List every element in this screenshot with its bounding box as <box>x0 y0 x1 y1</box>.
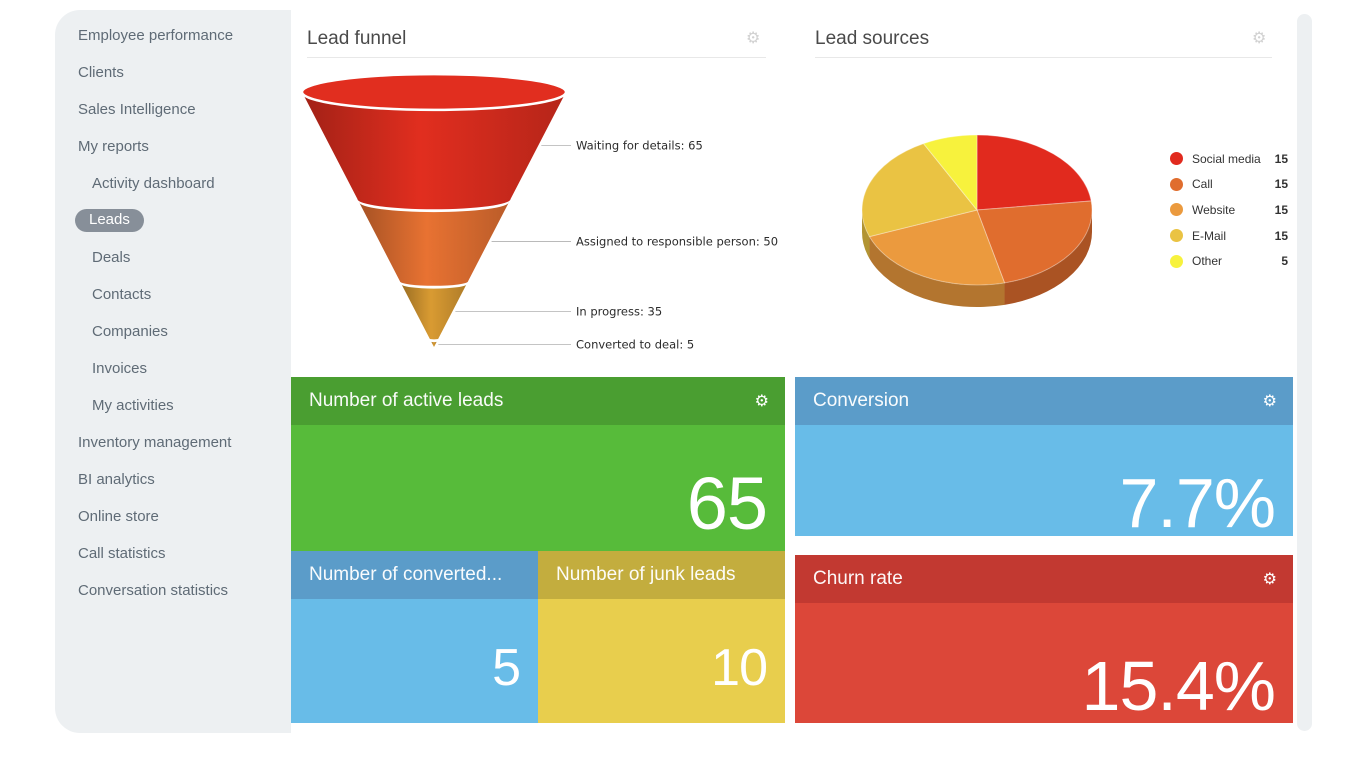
sidebar-item-deals[interactable]: Deals <box>92 249 131 266</box>
sidebar-item-my-activities[interactable]: My activities <box>92 397 174 414</box>
selected-pill: Leads <box>75 209 144 232</box>
legend-color-dot <box>1170 254 1183 268</box>
sidebar-item-inventory-management[interactable]: Inventory management <box>78 434 232 451</box>
tile-value: 10 <box>711 639 768 697</box>
sidebar-item-sales-intelligence[interactable]: Sales Intelligence <box>78 101 196 118</box>
tile-number-of-junk-leads: Number of junk leads 10 <box>538 551 785 723</box>
lead-sources-pie-chart <box>861 134 1093 307</box>
lead-sources-title: Lead sources <box>815 28 930 49</box>
legend-value: 5 <box>1281 254 1288 269</box>
sidebar-item-call-statistics[interactable]: Call statistics <box>78 545 166 562</box>
legend-value: 15 <box>1274 228 1288 243</box>
legend-color-dot <box>1170 177 1183 191</box>
gear-icon[interactable]: ⚙ <box>746 28 761 47</box>
legend-value: 15 <box>1274 177 1288 192</box>
svg-text:In progress: 35: In progress: 35 <box>576 304 662 318</box>
tile-value: 7.7% <box>1119 464 1276 536</box>
tile-conversion: Conversion ⚙ 7.7% <box>795 377 1293 536</box>
pie-legend: Social media 15 Call 15 Website 15 E-Mail 15 Oth… <box>1170 146 1288 274</box>
sidebar-item-leads[interactable]: Leads <box>55 202 291 239</box>
legend-item-call[interactable]: Call 15 <box>1170 172 1288 198</box>
legend-value: 15 <box>1274 151 1288 166</box>
svg-text:Converted to deal: 5: Converted to deal: 5 <box>576 337 694 351</box>
tile-title: Conversion <box>813 390 910 411</box>
sidebar-item-clients[interactable]: Clients <box>78 64 124 81</box>
legend-value: 15 <box>1274 202 1288 217</box>
legend-item-website[interactable]: Website 15 <box>1170 197 1288 223</box>
sidebar-item-conversation-statistics[interactable]: Conversation statistics <box>78 582 229 599</box>
tile-body: 7.7% <box>795 425 1293 536</box>
sidebar-item-activity-dashboard[interactable]: Activity dashboard <box>92 175 215 192</box>
legend-color-dot <box>1170 229 1183 243</box>
svg-text:Waiting for details: 65: Waiting for details: 65 <box>576 138 703 152</box>
sidebar-item-invoices[interactable]: Invoices <box>92 360 148 377</box>
sidebar-item-contacts[interactable]: Contacts <box>92 286 152 303</box>
gear-icon[interactable]: ⚙ <box>1252 28 1267 47</box>
panel-divider <box>815 57 1272 58</box>
tile-value: 15.4% <box>1081 647 1276 723</box>
legend-label: Other <box>1192 254 1223 269</box>
legend-label: Call <box>1192 177 1213 192</box>
tile-title: Number of converted... <box>309 564 503 585</box>
tile-header: Churn rate ⚙ <box>795 555 1293 603</box>
tile-title: Churn rate <box>813 568 903 589</box>
lead-funnel-chart: Waiting for details: 65 Assigned to respo… <box>300 72 778 351</box>
panel-divider <box>307 57 766 58</box>
tile-value: 65 <box>686 462 768 545</box>
legend-item-e-mail[interactable]: E-Mail 15 <box>1170 223 1288 249</box>
tile-churn-rate: Churn rate ⚙ 15.4% <box>795 555 1293 723</box>
tile-header: Conversion ⚙ <box>795 377 1293 425</box>
sidebar-item-bi-analytics[interactable]: BI analytics <box>78 471 155 488</box>
gear-icon[interactable]: ⚙ <box>1262 391 1277 410</box>
sidebar-item-employee-performance[interactable]: Employee performance <box>78 27 234 44</box>
lead-funnel-title: Lead funnel <box>307 28 407 49</box>
tile-title: Number of active leads <box>309 390 504 411</box>
sidebar-item-companies[interactable]: Companies <box>92 323 168 340</box>
sidebar-item-online-store[interactable]: Online store <box>78 508 159 525</box>
legend-label: E-Mail <box>1192 228 1227 243</box>
tile-header: Number of junk leads <box>538 551 785 599</box>
tile-title: Number of junk leads <box>556 564 736 585</box>
tile-number-of-active-leads: Number of active leads ⚙ 65 <box>291 377 785 551</box>
legend-color-dot <box>1170 152 1183 166</box>
right-scrollbar-strip[interactable] <box>1297 14 1312 731</box>
tile-body: 15.4% <box>795 603 1293 723</box>
tile-value: 5 <box>492 639 521 697</box>
gear-icon[interactable]: ⚙ <box>1262 569 1277 588</box>
tile-body: 10 <box>538 599 785 723</box>
tile-header: Number of converted... <box>291 551 538 599</box>
legend-item-other[interactable]: Other 5 <box>1170 248 1288 274</box>
legend-label: Social media <box>1192 151 1261 166</box>
svg-text:Assigned to responsible person: Assigned to responsible person: 50 <box>576 235 778 249</box>
tile-header: Number of active leads ⚙ <box>291 377 785 425</box>
legend-color-dot <box>1170 203 1183 217</box>
sidebar-item-my-reports[interactable]: My reports <box>78 138 149 155</box>
gear-icon[interactable]: ⚙ <box>754 391 769 410</box>
tile-body: 5 <box>291 599 538 723</box>
sidebar: Employee performance Clients Sales Intelli… <box>55 10 291 733</box>
legend-item-social-media[interactable]: Social media 15 <box>1170 146 1288 172</box>
legend-label: Website <box>1192 202 1236 217</box>
tile-number-of-converted: Number of converted... 5 <box>291 551 538 723</box>
tile-body: 65 <box>291 425 785 551</box>
